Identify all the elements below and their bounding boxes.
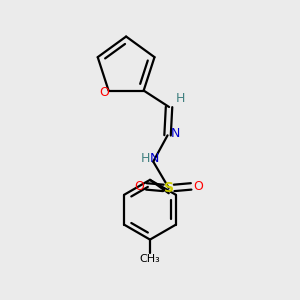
Text: CH₃: CH₃ (140, 254, 160, 264)
Text: S: S (164, 181, 174, 195)
Text: N: N (150, 152, 159, 164)
Text: O: O (134, 180, 144, 193)
Text: H: H (141, 152, 150, 164)
Text: H: H (176, 92, 185, 104)
Text: O: O (194, 180, 203, 193)
Text: O: O (99, 85, 109, 98)
Text: N: N (170, 127, 180, 140)
